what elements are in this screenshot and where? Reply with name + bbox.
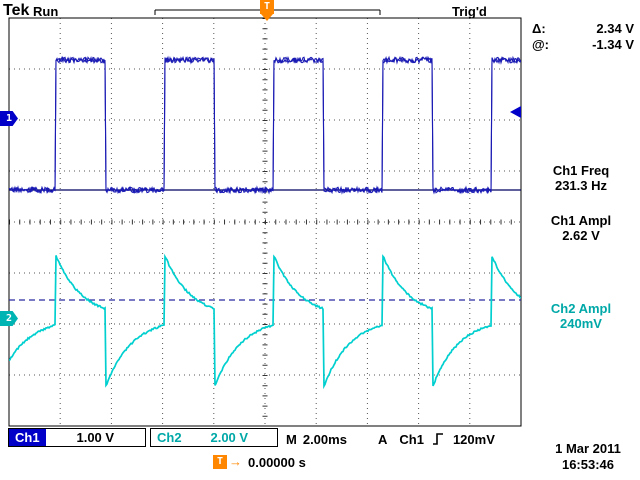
- cursor-delta-label: Δ:: [532, 21, 546, 36]
- tek-logo: Tek: [3, 2, 30, 19]
- cursor-at-value: -1.34 V: [592, 37, 634, 52]
- timebase-value: 2.00ms: [302, 431, 347, 447]
- trigger-readout: A Ch1 120mV: [378, 430, 495, 448]
- date-readout: 1 Mar 2011: [555, 441, 621, 456]
- timebase-label: M: [286, 431, 297, 447]
- rising-slope-icon: [432, 433, 443, 445]
- ch1-scale-value: 1.00 V: [76, 430, 115, 445]
- cursor-at-readout: @: -1.34 V: [532, 37, 634, 52]
- measurement-ch1-ampl: Ch1 Ampl 2.62 V: [524, 213, 638, 243]
- trigger-level-value: 120mV: [452, 431, 495, 447]
- trigger-system-label: A: [378, 431, 388, 447]
- timebase-readout: M 2.00ms: [286, 430, 347, 448]
- measurement-ch2-ampl: Ch2 Ampl 240mV: [524, 301, 638, 331]
- ch1-ground-marker: 1: [0, 111, 18, 126]
- trigger-position-arrow-icon: [261, 14, 273, 21]
- measurement-value: 240mV: [560, 316, 602, 331]
- ch1-channel-chip: Ch1: [9, 429, 46, 446]
- time-readout: 16:53:46: [561, 457, 615, 472]
- measurement-label: Ch1 Ampl: [550, 213, 612, 228]
- ch1-scale-box: Ch1 1.00 V: [8, 428, 146, 447]
- ch2-ground-marker: 2: [0, 311, 18, 326]
- trigger-status: Trig'd: [452, 4, 487, 19]
- measurement-value: 231.3 Hz: [554, 178, 608, 193]
- ch2-scale-value: 2.00 V: [210, 430, 249, 445]
- measurement-label: Ch2 Ampl: [550, 301, 612, 316]
- ch2-scale-box: Ch2 2.00 V: [150, 428, 278, 447]
- acquisition-status: Run: [33, 4, 59, 19]
- trigger-time-marker-icon: T: [213, 455, 227, 469]
- cursor-delta-value: 2.34 V: [596, 21, 634, 36]
- measurement-ch1-freq: Ch1 Freq 231.3 Hz: [524, 163, 638, 193]
- measurement-label: Ch1 Freq: [552, 163, 610, 178]
- trigger-source-label: Ch1: [399, 431, 424, 447]
- trigger-time-arrow-icon: →: [229, 454, 242, 469]
- trigger-position-value: 0.00000 s: [248, 455, 306, 470]
- ch2-channel-label: Ch2: [157, 430, 182, 445]
- cursor-at-label: @:: [532, 37, 550, 52]
- measurement-value: 2.62 V: [562, 228, 600, 243]
- trigger-position-marker-icon: T: [260, 0, 274, 14]
- cursor-delta-readout: Δ: 2.34 V: [532, 21, 634, 36]
